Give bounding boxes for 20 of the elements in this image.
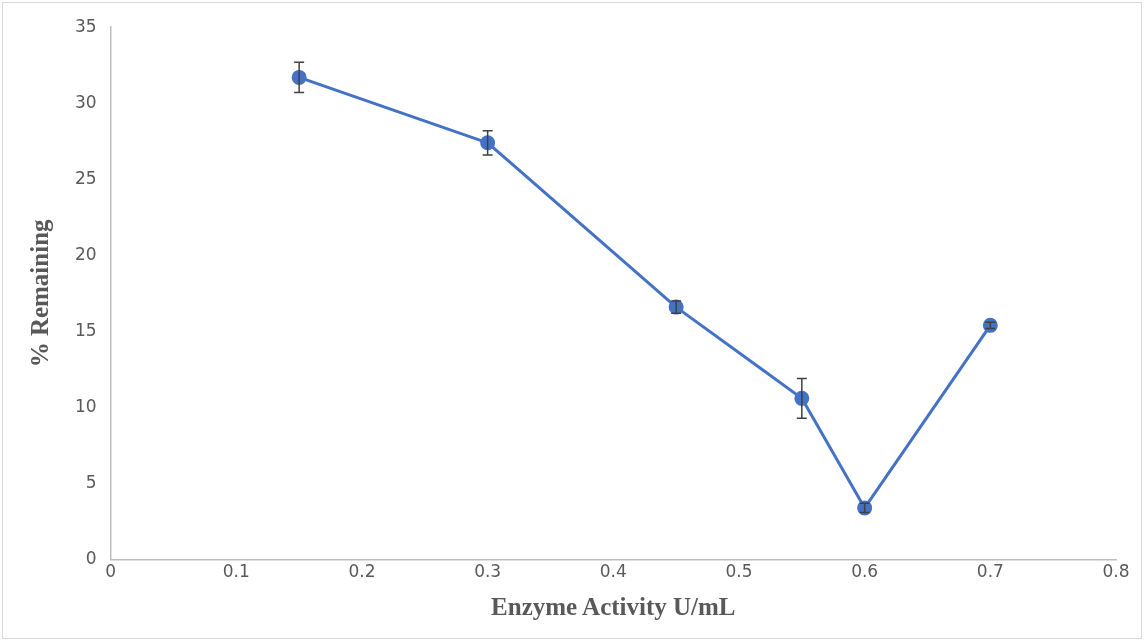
y-tick-label: 25 xyxy=(74,167,97,188)
x-axis-title: Enzyme Activity U/mL xyxy=(491,593,736,621)
x-tick-label: 0.7 xyxy=(976,561,1004,582)
y-tick-label: 5 xyxy=(85,471,97,492)
y-tick-label: 35 xyxy=(74,15,97,36)
x-tick-label: 0.4 xyxy=(599,561,627,582)
y-tick-label: 0 xyxy=(85,548,97,569)
x-tick-label: 0.6 xyxy=(851,561,879,582)
y-tick-label: 10 xyxy=(74,395,97,416)
x-tick-label: 0 xyxy=(105,561,117,582)
x-tick-label: 0.1 xyxy=(222,561,250,582)
x-tick-label: 0.8 xyxy=(1102,561,1130,582)
point xyxy=(982,317,998,333)
y-tick-label: 15 xyxy=(74,319,97,340)
y-tick-label: 20 xyxy=(74,243,97,264)
x-tick-label: 0.2 xyxy=(348,561,376,582)
x-tick-label: 0.3 xyxy=(474,561,502,582)
x-tick-label: 0.5 xyxy=(725,561,753,582)
y-axis-title: % Remaining xyxy=(26,218,54,368)
y-tick-label: 30 xyxy=(74,91,97,112)
